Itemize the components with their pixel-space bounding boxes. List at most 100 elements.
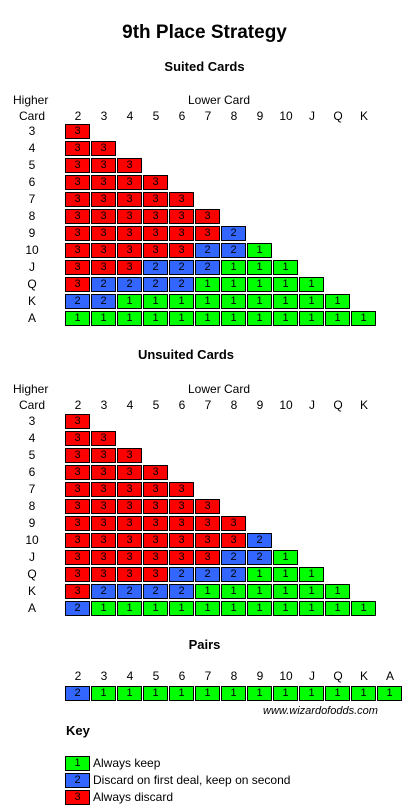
strategy-cell: 2 xyxy=(195,567,220,582)
strategy-cell: 2 xyxy=(91,294,116,309)
strategy-cell: 1 xyxy=(273,311,298,326)
pairs-cell: 1 xyxy=(325,686,350,701)
strategy-cell: 3 xyxy=(91,175,116,190)
strategy-cell: 2 xyxy=(247,550,272,565)
strategy-cell: 3 xyxy=(117,499,142,514)
strategy-cell: 1 xyxy=(247,584,272,599)
unsuited-card-label: Card xyxy=(19,398,46,412)
strategy-cell: 3 xyxy=(91,516,116,531)
strategy-cell: 2 xyxy=(169,277,194,292)
strategy-cell: 3 xyxy=(117,465,142,480)
strategy-cell: 2 xyxy=(195,260,220,275)
row-label-7: 7 xyxy=(28,192,36,206)
column-label-9: 9 xyxy=(256,398,264,412)
column-label-5: 5 xyxy=(152,398,160,412)
strategy-cell: 3 xyxy=(117,533,142,548)
key-swatch-2: 2 xyxy=(65,773,90,788)
strategy-cell: 3 xyxy=(143,499,168,514)
strategy-cell: 3 xyxy=(91,465,116,480)
strategy-cell: 3 xyxy=(65,124,90,139)
row-label-Q: Q xyxy=(27,277,37,291)
strategy-cell: 1 xyxy=(299,601,324,616)
strategy-cell: 1 xyxy=(117,601,142,616)
unsuited-lower-card-label: Lower Card xyxy=(188,382,251,396)
strategy-cell: 3 xyxy=(143,516,168,531)
strategy-cell: 3 xyxy=(91,260,116,275)
column-label-J: J xyxy=(309,398,315,412)
strategy-cell: 1 xyxy=(247,567,272,582)
strategy-cell: 3 xyxy=(169,533,194,548)
strategy-cell: 3 xyxy=(91,226,116,241)
strategy-cell: 3 xyxy=(195,226,220,241)
row-label-10: 10 xyxy=(25,533,39,547)
strategy-cell: 1 xyxy=(325,311,350,326)
strategy-cell: 3 xyxy=(91,567,116,582)
strategy-cell: 3 xyxy=(117,175,142,190)
strategy-cell: 3 xyxy=(65,414,90,429)
strategy-cell: 3 xyxy=(65,550,90,565)
strategy-cell: 2 xyxy=(169,567,194,582)
strategy-cell: 3 xyxy=(169,550,194,565)
pairs-column-label-5: 5 xyxy=(152,669,160,683)
strategy-cell: 3 xyxy=(143,533,168,548)
strategy-cell: 3 xyxy=(91,209,116,224)
pairs-column-label-6: 6 xyxy=(178,669,186,683)
strategy-cell: 3 xyxy=(65,260,90,275)
strategy-cell: 2 xyxy=(221,243,246,258)
strategy-cell: 2 xyxy=(169,260,194,275)
pairs-column-label-7: 7 xyxy=(204,669,212,683)
strategy-cell: 3 xyxy=(169,516,194,531)
strategy-cell: 1 xyxy=(273,260,298,275)
column-label-8: 8 xyxy=(230,398,238,412)
strategy-cell: 1 xyxy=(65,311,90,326)
pairs-section-title: Pairs xyxy=(188,637,221,652)
key-swatch-3: 3 xyxy=(65,790,90,805)
strategy-cell: 3 xyxy=(65,158,90,173)
pairs-cell: 1 xyxy=(143,686,168,701)
strategy-cell: 3 xyxy=(117,482,142,497)
strategy-cell: 3 xyxy=(117,226,142,241)
strategy-cell: 3 xyxy=(169,243,194,258)
strategy-cell: 1 xyxy=(169,311,194,326)
strategy-cell: 1 xyxy=(221,260,246,275)
strategy-cell: 1 xyxy=(247,311,272,326)
column-label-2: 2 xyxy=(74,109,82,123)
column-label-7: 7 xyxy=(204,398,212,412)
key-swatch-1: 1 xyxy=(65,756,90,771)
pairs-column-label-Q: Q xyxy=(333,669,343,683)
row-label-7: 7 xyxy=(28,482,36,496)
strategy-cell: 1 xyxy=(351,601,376,616)
page-title: 9th Place Strategy xyxy=(122,22,287,43)
pairs-cell: 2 xyxy=(65,686,90,701)
strategy-cell: 3 xyxy=(143,465,168,480)
strategy-cell: 1 xyxy=(247,243,272,258)
row-label-3: 3 xyxy=(28,414,36,428)
strategy-cell: 3 xyxy=(65,584,90,599)
strategy-cell: 3 xyxy=(65,209,90,224)
strategy-cell: 2 xyxy=(65,294,90,309)
pairs-cell: 1 xyxy=(377,686,402,701)
strategy-cell: 2 xyxy=(169,584,194,599)
strategy-cell: 1 xyxy=(221,584,246,599)
strategy-cell: 1 xyxy=(195,584,220,599)
strategy-cell: 3 xyxy=(91,448,116,463)
strategy-cell: 1 xyxy=(247,260,272,275)
strategy-cell: 1 xyxy=(91,601,116,616)
strategy-cell: 1 xyxy=(299,294,324,309)
row-label-8: 8 xyxy=(28,499,36,513)
row-label-K: K xyxy=(27,584,36,598)
strategy-cell: 3 xyxy=(221,516,246,531)
column-label-10: 10 xyxy=(279,398,293,412)
strategy-cell: 3 xyxy=(91,550,116,565)
pairs-cell: 1 xyxy=(273,686,298,701)
strategy-cell: 3 xyxy=(65,243,90,258)
row-label-6: 6 xyxy=(28,465,36,479)
strategy-cell: 2 xyxy=(117,584,142,599)
strategy-cell: 3 xyxy=(65,226,90,241)
unsuited-higher-label: Higher xyxy=(13,382,49,396)
column-label-4: 4 xyxy=(126,398,134,412)
strategy-cell: 3 xyxy=(65,499,90,514)
strategy-cell: 1 xyxy=(247,601,272,616)
strategy-cell: 3 xyxy=(169,209,194,224)
column-label-3: 3 xyxy=(100,109,108,123)
